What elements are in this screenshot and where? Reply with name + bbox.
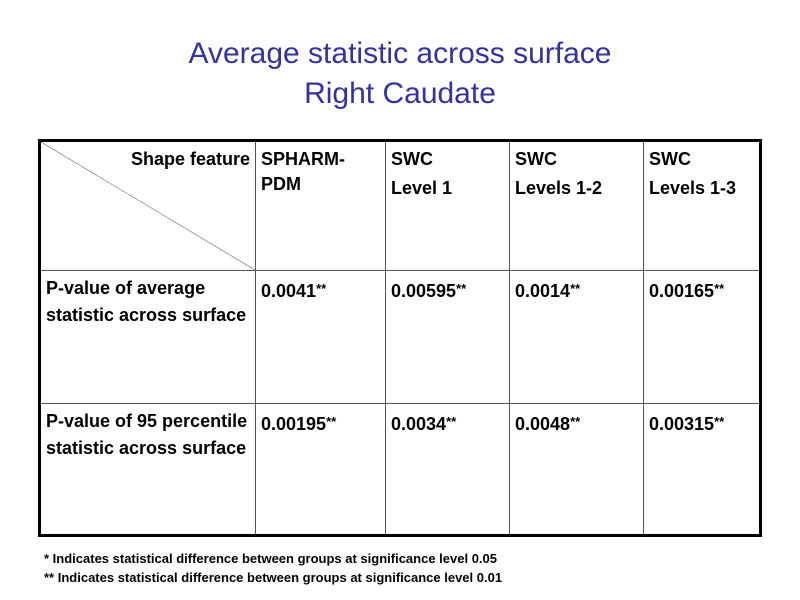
p-value: 0.0014 bbox=[515, 281, 571, 301]
significance-mark: ** bbox=[456, 281, 467, 296]
table-cell: 0.0048** bbox=[509, 403, 644, 536]
table-header-row: Shape feature SPHARM- PDM SWC Level 1 SW… bbox=[39, 140, 761, 271]
column-header-line1: SWC bbox=[649, 149, 691, 169]
table-cell: 0.0041** bbox=[255, 270, 386, 404]
p-value: 0.00595 bbox=[391, 281, 457, 301]
column-header-line2: Level 1 bbox=[391, 178, 453, 198]
title-line-1: Average statistic across surface bbox=[188, 37, 612, 70]
footnotes: * Indicates statistical difference betwe… bbox=[44, 549, 502, 587]
significance-mark: ** bbox=[316, 281, 327, 296]
column-header-line2: Levels 1-2 bbox=[515, 178, 603, 198]
significance-mark: ** bbox=[570, 281, 581, 296]
column-header: SPHARM- PDM bbox=[255, 140, 386, 271]
column-header-line1: SWC bbox=[391, 149, 433, 169]
footnote-single-star: * Indicates statistical difference betwe… bbox=[44, 551, 498, 566]
column-header-line2: Levels 1-3 bbox=[649, 178, 737, 198]
significance-mark: ** bbox=[326, 414, 337, 429]
significance-mark: ** bbox=[714, 281, 725, 296]
p-value: 0.00315 bbox=[649, 414, 715, 434]
corner-label: Shape feature bbox=[130, 149, 250, 169]
footnote-double-star: ** Indicates statistical difference betw… bbox=[44, 570, 503, 585]
table-cell: 0.00595** bbox=[385, 270, 510, 404]
table-cell: 0.00195** bbox=[255, 403, 386, 536]
table-row: P-value of average statistic across surf… bbox=[39, 270, 761, 404]
table-cell: 0.0034** bbox=[385, 403, 510, 536]
p-value: 0.0048 bbox=[515, 414, 571, 434]
p-value: 0.0041 bbox=[261, 281, 317, 301]
table-row: P-value of 95 percentile statistic acros… bbox=[39, 403, 761, 536]
p-value: 0.00195 bbox=[261, 414, 327, 434]
results-table: Shape feature SPHARM- PDM SWC Level 1 SW… bbox=[38, 139, 762, 537]
corner-header-cell: Shape feature bbox=[39, 140, 256, 271]
column-header: SWC Levels 1-3 bbox=[643, 140, 761, 271]
diagonal-divider bbox=[41, 142, 255, 270]
slide-title: Average statistic across surface Right C… bbox=[0, 34, 800, 114]
row-label: P-value of average statistic across surf… bbox=[39, 270, 256, 404]
title-line-2: Right Caudate bbox=[304, 77, 496, 110]
significance-mark: ** bbox=[714, 414, 725, 429]
table-cell: 0.00165** bbox=[643, 270, 761, 404]
significance-mark: ** bbox=[446, 414, 457, 429]
column-header-line2: PDM bbox=[261, 174, 301, 194]
column-header-line1: SPHARM- bbox=[261, 149, 345, 169]
table-cell: 0.0014** bbox=[509, 270, 644, 404]
p-value: 0.0034 bbox=[391, 414, 447, 434]
column-header: SWC Levels 1-2 bbox=[509, 140, 644, 271]
column-header-line1: SWC bbox=[515, 149, 557, 169]
p-value: 0.00165 bbox=[649, 281, 715, 301]
significance-mark: ** bbox=[570, 414, 581, 429]
table-cell: 0.00315** bbox=[643, 403, 761, 536]
column-header: SWC Level 1 bbox=[385, 140, 510, 271]
row-label: P-value of 95 percentile statistic acros… bbox=[39, 403, 256, 536]
